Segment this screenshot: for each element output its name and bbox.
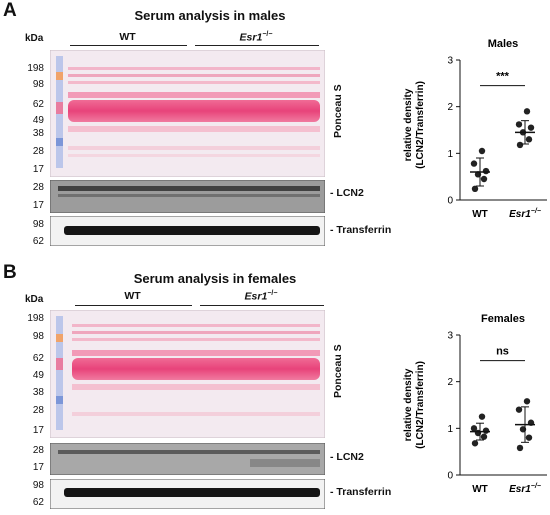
- panel-a-ponceau-label: Ponceau S: [332, 84, 344, 138]
- mw-label: 62: [32, 497, 44, 508]
- ponceau-lanes: [72, 324, 320, 416]
- data-point: [470, 425, 478, 432]
- y-tick-label: 1: [447, 424, 453, 435]
- mw-label: 98: [32, 331, 44, 342]
- panel-a-group-esr1: Esr1−/−: [239, 31, 273, 44]
- data-point: [525, 434, 533, 441]
- panel-a-ponceau-blot: [50, 50, 325, 177]
- panel-a-transferrin-label: - Transferrin: [330, 224, 392, 236]
- data-point: [523, 398, 531, 405]
- mw-label: 17: [32, 200, 44, 211]
- data-point: [515, 406, 523, 413]
- chart-title: Males: [488, 38, 519, 50]
- data-point: [480, 175, 488, 183]
- data-point: [471, 185, 479, 192]
- mw-label: 17: [32, 462, 44, 473]
- panel-b-rule-wt: [75, 305, 192, 306]
- data-point: [478, 147, 486, 155]
- ladder-lane: [56, 316, 63, 430]
- series-1: [470, 147, 490, 192]
- mw-label: 98: [32, 79, 44, 90]
- chart-males: Males relative density (LCN2/Transferrin) 0…: [403, 38, 547, 220]
- mw-label: 98: [32, 219, 44, 230]
- significance-label: ***: [496, 71, 510, 83]
- mw-label: 17: [32, 164, 44, 175]
- panel-b-rule-esr1: [200, 305, 324, 306]
- y-axis-label-line2: (LCN2/Transferrin): [415, 361, 426, 449]
- data-point: [478, 413, 486, 420]
- mw-label: 28: [32, 445, 44, 456]
- y-axis-label-line1: relative density: [403, 88, 414, 161]
- mw-label: 28: [32, 182, 44, 193]
- mw-label: 38: [32, 128, 44, 139]
- x-tick-label: Esr1−/−: [509, 483, 541, 495]
- data-point: [470, 160, 478, 167]
- series-2: [515, 108, 535, 149]
- mw-label: 28: [32, 146, 44, 157]
- panel-a-transferrin-blot: [50, 216, 325, 246]
- mw-label: 28: [32, 405, 44, 416]
- y-axis-label: relative density (LCN2/Transferrin): [403, 361, 426, 449]
- panel-b-group-esr1: Esr1−/−: [244, 290, 278, 303]
- x-tick-label: WT: [472, 209, 488, 220]
- panel-a-letter: A: [3, 0, 17, 21]
- panel-b-transferrin-label: - Transferrin: [330, 486, 392, 498]
- series-1: [470, 413, 490, 447]
- panel-b-letter: B: [3, 262, 17, 283]
- series-2: [515, 398, 535, 452]
- y-tick-label: 3: [447, 331, 453, 342]
- y-tick-label: 2: [447, 377, 453, 388]
- mw-label: 62: [32, 353, 44, 364]
- chart-title: Females: [481, 313, 525, 325]
- panel-a-lcn2-blot: [50, 180, 325, 213]
- x-tick-label: WT: [472, 484, 488, 495]
- y-tick-label: 1: [447, 149, 453, 160]
- y-axis-label-line1: relative density: [403, 368, 414, 441]
- data-point: [515, 121, 523, 128]
- data-point: [471, 440, 479, 447]
- y-axis-label: relative density (LCN2/Transferrin): [403, 81, 426, 169]
- panel-b-transferrin-blot: [50, 479, 325, 509]
- y-tick-label: 0: [447, 471, 453, 482]
- data-point: [525, 136, 533, 143]
- mw-label: 49: [32, 115, 44, 126]
- data-point: [482, 167, 490, 175]
- mw-label: 62: [32, 99, 44, 110]
- panel-b-lcn2-label: - LCN2: [330, 451, 364, 463]
- panel-a-kda-label: kDa: [25, 33, 44, 44]
- mw-label: 38: [32, 387, 44, 398]
- panel-a-rule-wt: [70, 45, 187, 46]
- panel-b-kda-label: kDa: [25, 294, 44, 305]
- data-point: [480, 433, 488, 440]
- panel-b-ponceau-label: Ponceau S: [332, 344, 344, 398]
- data-point: [523, 108, 531, 115]
- mw-label: 198: [27, 63, 44, 74]
- panel-a-group-wt: WT: [119, 31, 136, 43]
- mw-label: 198: [27, 313, 44, 324]
- y-axis-label-line2: (LCN2/Transferrin): [415, 81, 426, 169]
- y-tick-label: 2: [447, 102, 453, 113]
- panel-a-lcn2-label: - LCN2: [330, 187, 364, 199]
- x-tick-label: Esr1−/−: [509, 208, 541, 220]
- chart-females: Females relative density (LCN2/Transferrin…: [403, 313, 547, 495]
- ponceau-lanes: [68, 67, 320, 157]
- mw-label: 17: [32, 425, 44, 436]
- data-point: [516, 444, 524, 452]
- mw-label: 49: [32, 370, 44, 381]
- y-tick-label: 3: [447, 56, 453, 67]
- panel-b-group-wt: WT: [124, 290, 141, 302]
- data-point: [516, 141, 524, 149]
- data-point: [482, 427, 490, 434]
- panel-b-lcn2-blot: [50, 443, 325, 475]
- data-point: [527, 124, 535, 131]
- y-tick-label: 0: [447, 196, 453, 207]
- mw-label: 98: [32, 480, 44, 491]
- panel-b-ponceau-blot: [50, 310, 325, 438]
- significance-label: ns: [496, 346, 509, 358]
- panel-a-rule-esr1: [195, 45, 319, 46]
- panel-b-title: Serum analysis in females: [133, 271, 297, 286]
- panel-a-title: Serum analysis in males: [134, 8, 286, 23]
- mw-label: 62: [32, 236, 44, 247]
